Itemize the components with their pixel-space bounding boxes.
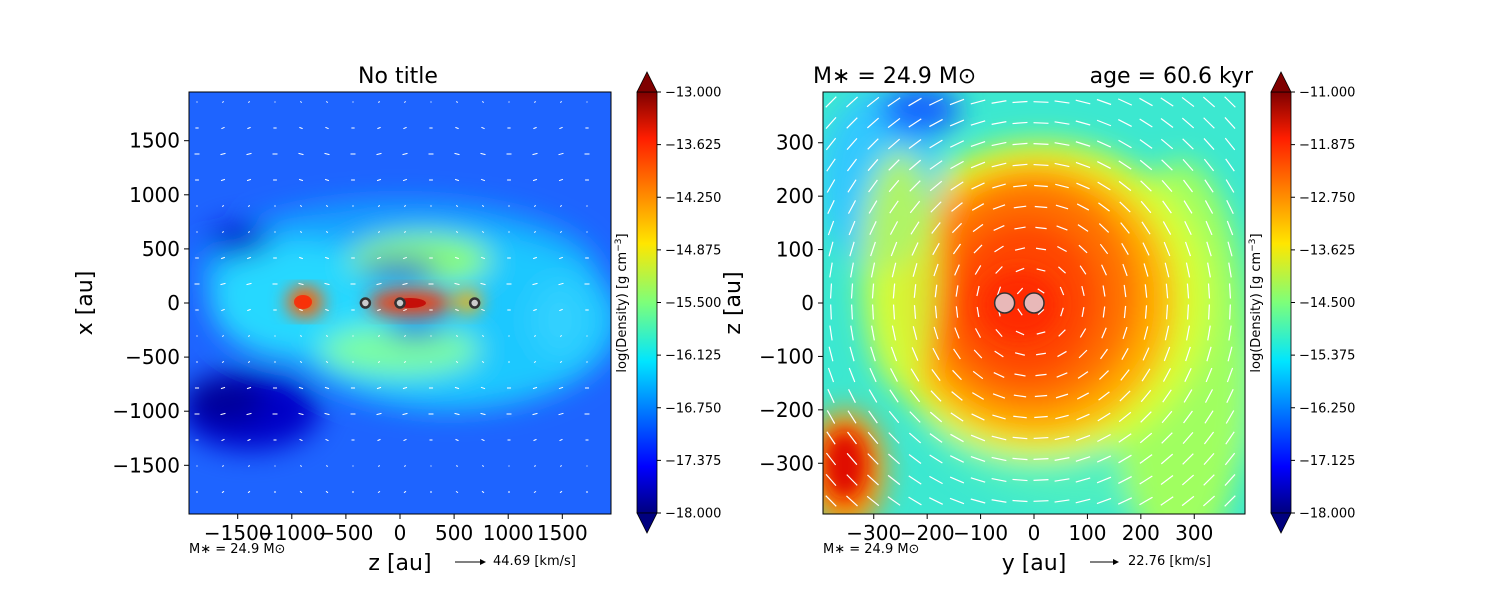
- x-tick-label: −500: [318, 521, 373, 545]
- x-tick-label: 500: [435, 521, 473, 545]
- left-colorbar-ticks: −13.000 −13.625 −14.250 −14.875 −15.500 −16.1…: [657, 86, 721, 522]
- colorbar-tick-label: −12.750: [1299, 191, 1355, 206]
- x-tick-label: 0: [1028, 521, 1041, 545]
- star-marker: [1024, 293, 1044, 313]
- left-colorbar: −13.000 −13.625 −14.250 −14.875 −15.500 −16.1…: [614, 72, 721, 533]
- colorbar-tick-label: −17.375: [665, 454, 721, 469]
- velocity-arrow: [1209, 305, 1210, 320]
- colorbar-tick-label: −17.125: [1299, 454, 1355, 469]
- colorbar-tick-label: −13.625: [1299, 243, 1355, 258]
- colorbar-tick-label: −13.625: [665, 138, 721, 153]
- right-velocity-key-label: 22.76 [km/s]: [1128, 554, 1211, 569]
- colorbar-tick-label: −16.125: [665, 349, 721, 364]
- velocity-arrow: [852, 305, 853, 320]
- x-tick-label: 100: [1068, 521, 1106, 545]
- x-tick-label: 1000: [483, 521, 534, 545]
- y-tick-label: 200: [776, 184, 814, 208]
- colorbar-tick-label: −11.000: [1299, 86, 1355, 101]
- y-tick-label: 1500: [129, 129, 180, 153]
- right-colorbar: −11.000 −11.875 −12.750 −13.625 −14.500 −15.3…: [1248, 72, 1355, 533]
- right-panel: M∗ = 24.9 M⊙ age = 60.6 kyr: [721, 64, 1355, 576]
- y-tick-label: −1000: [112, 399, 180, 423]
- y-tick-label: 0: [167, 291, 180, 315]
- velocity-arrow: [873, 305, 874, 320]
- colorbar-tick-label: −14.250: [665, 191, 721, 206]
- velocity-arrow: [831, 305, 832, 320]
- y-tick-label: −100: [759, 344, 814, 368]
- left-colorbar-label: log(Density) [g cm−3]: [614, 233, 630, 372]
- velocity-arrow: [1230, 305, 1231, 320]
- star-marker: [396, 299, 405, 308]
- left-y-ticks: −1500 −1000 −500 0 500 1000 1500: [112, 129, 189, 478]
- y-tick-label: 100: [776, 238, 814, 262]
- y-tick-label: 0: [801, 291, 814, 315]
- star-marker: [361, 299, 370, 308]
- left-panel: No title: [73, 64, 721, 576]
- left-mass-annotation: M∗ = 24.9 M⊙: [189, 542, 285, 557]
- right-ylabel: z [au]: [721, 271, 746, 334]
- left-ylabel: x [au]: [73, 271, 98, 336]
- left-title: No title: [358, 64, 438, 89]
- right-density-map: [805, 85, 1280, 560]
- right-colorbar-ticks: −11.000 −11.875 −12.750 −13.625 −14.500 −15.3…: [1291, 86, 1355, 522]
- x-tick-label: 300: [1175, 521, 1213, 545]
- right-y-ticks: −300 −200 −100 0 100 200 300: [759, 131, 823, 476]
- x-tick-label: 0: [394, 521, 407, 545]
- y-tick-label: −200: [759, 398, 814, 422]
- y-tick-label: −300: [759, 451, 814, 475]
- star-marker: [995, 293, 1015, 313]
- colorbar-tick-label: −13.000: [665, 86, 721, 101]
- y-tick-label: −1500: [112, 453, 180, 477]
- velocity-arrow: [1034, 123, 1049, 124]
- colorbar-tick-label: −11.875: [1299, 138, 1355, 153]
- right-velocity-key-arrowhead: [1113, 559, 1119, 565]
- y-tick-label: 300: [776, 131, 814, 155]
- velocity-arrow: [1034, 459, 1049, 460]
- left-colorbar-top-arrow: [637, 72, 657, 92]
- y-tick-label: 1000: [129, 183, 180, 207]
- colorbar-tick-label: −16.250: [1299, 401, 1355, 416]
- velocity-arrow: [1034, 501, 1049, 502]
- x-tick-label: −100: [953, 521, 1008, 545]
- right-title-mass: M∗ = 24.9 M⊙: [813, 64, 976, 89]
- x-tick-label: 200: [1122, 521, 1160, 545]
- colorbar-tick-label: −14.875: [665, 243, 721, 258]
- y-tick-label: −500: [125, 345, 180, 369]
- x-tick-label: 1500: [537, 521, 588, 545]
- velocity-arrow: [1034, 144, 1049, 145]
- right-colorbar-top-arrow: [1271, 72, 1291, 92]
- colorbar-tick-label: −16.750: [665, 401, 721, 416]
- left-velocity-key-arrowhead: [480, 559, 486, 565]
- colorbar-tick-label: −15.375: [1299, 349, 1355, 364]
- star-marker: [470, 299, 479, 308]
- right-colorbar-bottom-arrow: [1271, 513, 1291, 533]
- right-title-age: age = 60.6 kyr: [1090, 64, 1254, 89]
- colorbar-tick-label: −18.000: [1299, 507, 1355, 522]
- left-colorbar-bottom-arrow: [637, 513, 657, 533]
- velocity-arrow: [1034, 102, 1049, 103]
- colorbar-tick-label: −15.500: [665, 296, 721, 311]
- right-mass-annotation: M∗ = 24.9 M⊙: [823, 542, 919, 557]
- velocity-arrow: [1034, 480, 1049, 481]
- right-colorbar-label: log(Density) [g cm−3]: [1248, 233, 1264, 372]
- right-xlabel: y [au]: [1002, 551, 1067, 576]
- colorbar-tick-label: −18.000: [665, 507, 721, 522]
- colorbar-tick-label: −14.500: [1299, 296, 1355, 311]
- left-velocity-key-label: 44.69 [km/s]: [493, 554, 576, 569]
- left-xlabel: z [au]: [368, 551, 431, 576]
- y-tick-label: 500: [142, 237, 180, 261]
